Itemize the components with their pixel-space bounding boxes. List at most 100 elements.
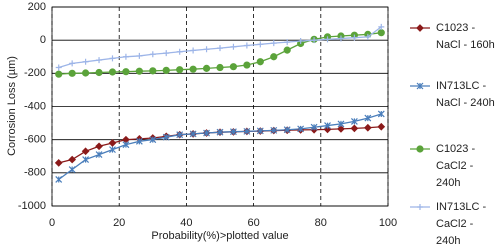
data-point	[243, 127, 251, 135]
data-point	[95, 142, 103, 151]
data-point	[69, 60, 76, 67]
data-point	[324, 36, 331, 43]
data-point	[378, 23, 385, 30]
data-point	[55, 70, 63, 78]
data-point	[297, 125, 305, 133]
data-point	[310, 123, 318, 131]
data-point	[377, 122, 386, 131]
legend-entry: C1023 - CaCl2 - 240h	[410, 141, 500, 192]
data-point	[176, 131, 184, 139]
data-point	[189, 65, 197, 73]
x-tick-label: 80	[315, 217, 327, 229]
legend-swatch	[410, 204, 430, 210]
y-tick-label: 200	[28, 1, 46, 13]
data-point	[350, 118, 358, 125]
data-point	[270, 126, 278, 134]
data-point	[122, 53, 129, 60]
data-point	[337, 35, 344, 42]
data-point	[82, 58, 89, 65]
data-point	[108, 68, 117, 76]
data-point	[176, 48, 183, 55]
data-point	[135, 137, 143, 145]
legend-marker	[416, 24, 424, 32]
plot-border	[51, 6, 389, 207]
data-point	[256, 127, 264, 135]
data-point	[68, 166, 76, 173]
data-point	[284, 39, 291, 46]
data-point	[149, 136, 157, 144]
data-point	[364, 33, 371, 40]
x-axis-label: Probability(%)>plotted value	[151, 230, 288, 242]
legend-entry: C1023 - NaCl - 160h	[410, 20, 500, 54]
data-point	[377, 29, 385, 37]
data-point	[162, 133, 170, 141]
data-point	[256, 58, 264, 66]
legend-label: C1023 - NaCl - 160h	[436, 22, 495, 51]
y-tick-label: -800	[24, 167, 46, 179]
data-point	[202, 64, 211, 72]
data-point	[297, 37, 304, 44]
x-tick-label: 60	[247, 217, 259, 229]
data-point	[149, 51, 156, 58]
data-point	[68, 69, 76, 77]
legend-swatch	[410, 82, 430, 90]
legend-label: IN713LC - CaCl2 - 240h	[436, 201, 487, 247]
legend-marker	[416, 82, 424, 90]
legend-swatch	[410, 145, 430, 153]
data-point	[203, 129, 210, 137]
data-point	[54, 159, 63, 167]
legend-entry: IN713LC - NaCl - 240h	[410, 78, 500, 112]
data-point	[163, 50, 170, 57]
data-point	[363, 123, 372, 132]
x-tick-label: 0	[49, 217, 55, 229]
data-point	[324, 122, 331, 129]
y-tick-label: -1000	[18, 200, 46, 212]
data-point	[203, 46, 210, 53]
data-point	[243, 42, 250, 49]
legend-label: IN713LC - NaCl - 240h	[436, 80, 495, 109]
data-point	[350, 124, 359, 133]
data-point	[229, 63, 238, 71]
data-point	[68, 155, 77, 164]
data-point	[149, 67, 157, 75]
data-point	[337, 125, 345, 133]
data-point	[189, 130, 197, 138]
y-tick-label: -600	[24, 134, 46, 146]
data-point	[337, 120, 345, 128]
data-point	[95, 68, 103, 77]
data-point	[176, 66, 184, 74]
data-point	[108, 139, 117, 147]
y-axis-label: Corrosion Loss (µm)	[6, 56, 18, 156]
x-tick-label: 100	[379, 217, 397, 229]
data-point	[55, 176, 63, 183]
legend-marker	[416, 145, 424, 153]
data-point	[257, 41, 264, 48]
y-tick-label: -200	[24, 67, 46, 79]
y-tick-label: 0	[40, 34, 46, 46]
data-point	[243, 61, 251, 69]
data-point	[230, 43, 237, 50]
legend-label: C1023 - CaCl2 - 240h	[436, 143, 476, 189]
data-point	[364, 114, 372, 122]
data-point	[230, 128, 237, 136]
y-tick-label: -400	[24, 100, 46, 112]
data-point	[190, 47, 197, 54]
data-point	[351, 34, 358, 41]
data-point	[122, 68, 130, 76]
data-point	[55, 64, 62, 71]
legend-entry: IN713LC - CaCl2 - 240h	[410, 199, 500, 250]
data-point	[283, 126, 291, 134]
data-point	[270, 40, 277, 47]
data-point	[377, 110, 385, 118]
data-point	[95, 151, 103, 159]
x-tick-label: 20	[113, 217, 125, 229]
data-point	[270, 53, 278, 61]
data-point	[136, 52, 143, 59]
data-point	[109, 55, 116, 62]
data-point	[216, 64, 224, 72]
data-point	[82, 69, 90, 77]
data-point	[122, 141, 130, 149]
data-point	[81, 147, 90, 156]
